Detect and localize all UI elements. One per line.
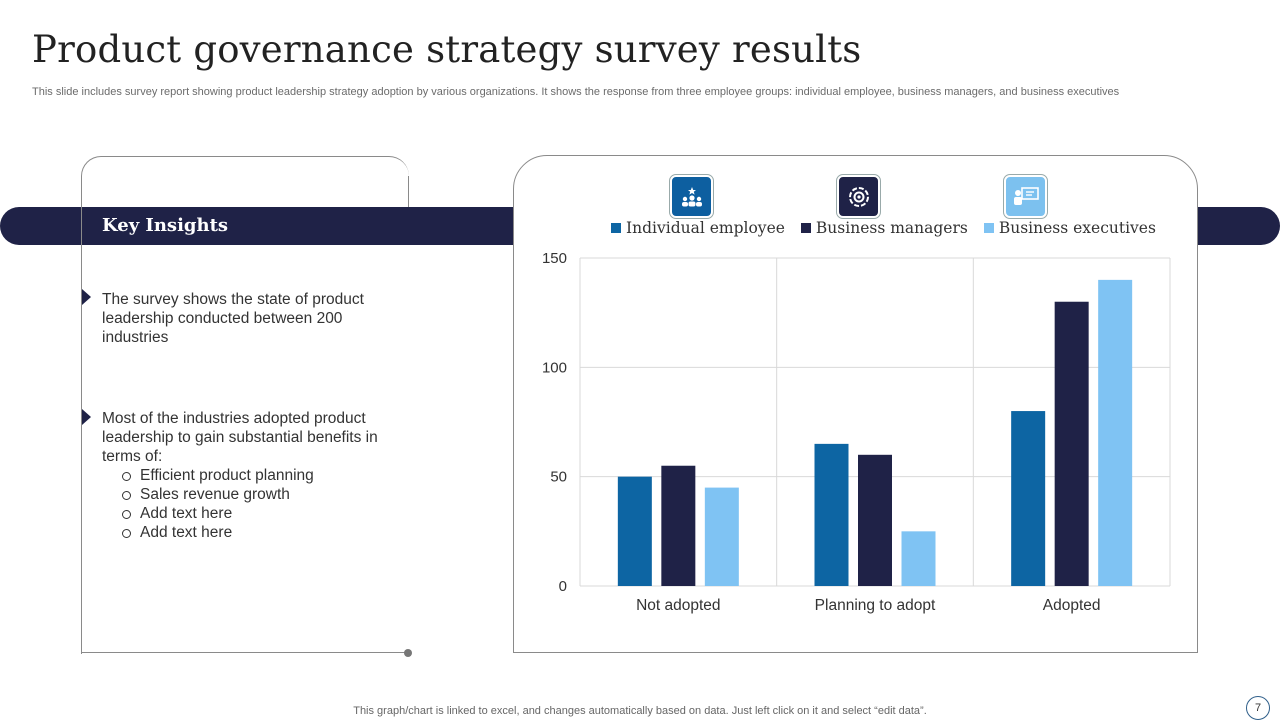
panel-dot xyxy=(404,649,412,657)
y-tick-label: 50 xyxy=(550,469,567,486)
x-tick-label: Planning to adopt xyxy=(815,597,936,614)
y-tick-label: 0 xyxy=(559,578,567,595)
insights-panel-baseline xyxy=(81,652,408,653)
x-tick-label: Adopted xyxy=(1043,597,1101,614)
list-item: Add text here xyxy=(122,523,392,542)
bar xyxy=(661,465,696,586)
insight-bullet-with-list: Most of the industries adopted product l… xyxy=(102,409,392,542)
team-leader-icon xyxy=(669,174,714,219)
bar xyxy=(704,487,739,586)
chart-legend: Individual employee Business managers Bu… xyxy=(611,219,1156,237)
legend-label: Business managers xyxy=(815,219,968,237)
bullet-arrow-icon xyxy=(82,409,91,425)
bullet-arrow-icon xyxy=(82,289,91,305)
list-item: Sales revenue growth xyxy=(122,485,392,504)
x-tick-label: Not adopted xyxy=(636,597,720,614)
slide-title: Product governance strategy survey resul… xyxy=(32,28,862,71)
insight-bullet: The survey shows the state of product le… xyxy=(102,291,364,346)
bar xyxy=(858,454,892,586)
insights-title: Key Insights xyxy=(102,215,229,236)
presenter-icon xyxy=(1003,174,1048,219)
gear-team-icon xyxy=(836,174,881,219)
insight-bullet: Most of the industries adopted product l… xyxy=(102,410,378,465)
legend-item-individual-employee: Individual employee xyxy=(611,219,785,237)
legend-label: Business executives xyxy=(998,219,1156,237)
legend-swatch xyxy=(800,223,811,233)
y-tick-label: 100 xyxy=(542,359,567,376)
insights-panel-edge xyxy=(408,176,409,207)
legend-item-business-managers: Business managers xyxy=(800,219,968,237)
y-tick-label: 150 xyxy=(542,250,567,267)
bar xyxy=(1098,279,1133,586)
legend-label: Individual employee xyxy=(626,219,785,237)
bar xyxy=(814,443,849,586)
bar xyxy=(1054,301,1089,586)
bar xyxy=(901,531,936,586)
legend-item-business-executives: Business executives xyxy=(983,219,1156,237)
list-item: Efficient product planning xyxy=(122,466,392,485)
list-item: Add text here xyxy=(122,504,392,523)
insights-panel xyxy=(81,156,409,654)
bar-chart: 0 50 100 150 Not adopted Planning to adopt Ado… xyxy=(542,250,1171,614)
legend-swatch xyxy=(983,223,994,233)
benefits-list: Efficient product planning Sales revenue… xyxy=(122,466,392,542)
page-number: 7 xyxy=(1246,696,1270,720)
bar xyxy=(1011,411,1046,586)
bar xyxy=(617,476,652,586)
slide-subtitle: This slide includes survey report showin… xyxy=(32,86,1120,98)
legend-swatch xyxy=(611,223,621,233)
footer-note: This graph/chart is linked to excel, and… xyxy=(353,705,927,717)
